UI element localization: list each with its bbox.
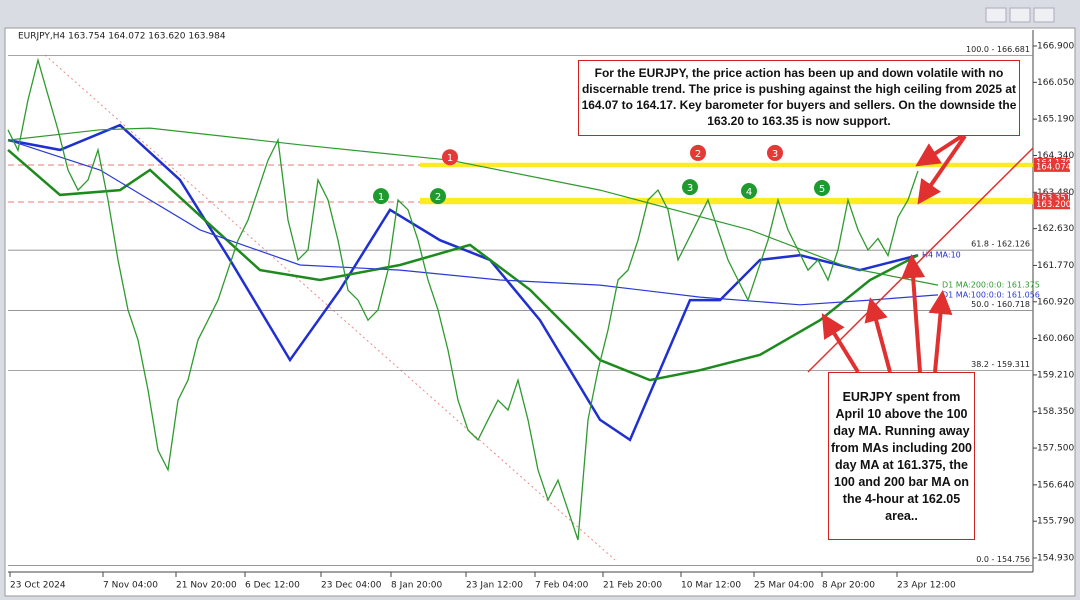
marker-label: 1: [447, 153, 453, 164]
y-tick-label: 160.060: [1037, 334, 1074, 344]
event-marker: [690, 144, 706, 161]
event-marker: [814, 180, 830, 197]
ma-label: H4 MA:10: [922, 251, 961, 260]
trend-line: [44, 54, 616, 561]
event-marker: [373, 188, 389, 205]
x-tick-label: 6 Dec 12:00: [245, 581, 300, 591]
ma-label: D1 MA:100:0:0: 161.056: [942, 290, 1040, 299]
support-zone: [420, 162, 1033, 168]
price-line: [7, 57, 919, 541]
event-marker: [442, 149, 458, 166]
x-tick-label: 23 Jan 12:00: [466, 581, 523, 591]
marker-label: 5: [819, 184, 825, 195]
x-tick-label: 23 Oct 2024: [10, 581, 66, 591]
marker-label: 4: [746, 187, 752, 198]
annotation: For the EURJPY, the price action has bee…: [578, 60, 1020, 136]
y-tick-label: 160.920: [1037, 297, 1074, 307]
x-tick-label: 21 Feb 20:00: [603, 581, 662, 591]
fib-label: 50.0 - 160.718: [971, 300, 1030, 309]
y-tick-label: 159.210: [1037, 370, 1074, 380]
y-tick-label: 165.190: [1037, 115, 1074, 125]
annotation: EURJPY spent from April 10 above the 100…: [828, 372, 975, 540]
y-tick-label: 163.480: [1037, 188, 1074, 198]
window-bar: [0, 0, 1080, 28]
event-marker: [682, 179, 698, 196]
y-tick-label: 161.770: [1037, 261, 1074, 271]
x-tick-label: 8 Apr 20:00: [822, 581, 875, 591]
moving-average: [7, 148, 919, 382]
ma-label: D1 MA:200:0:0: 161.375: [942, 281, 1040, 290]
fib-label: 0.0 - 154.756: [976, 555, 1030, 564]
window-buttons: [985, 7, 1055, 23]
moving-average: [7, 139, 939, 306]
price-label: 164.074: [1036, 162, 1071, 172]
y-tick-label: 164.340: [1037, 151, 1074, 161]
y-tick-label: 166.050: [1037, 78, 1074, 88]
fib-label: 100.0 - 166.681: [966, 45, 1030, 54]
price-label-box: [1034, 161, 1070, 172]
y-tick-label: 166.900: [1037, 42, 1074, 52]
marker-label: 1: [378, 192, 384, 203]
marker-label: 2: [695, 149, 701, 160]
support-zone: [420, 197, 1033, 205]
x-tick-label: 21 Nov 20:00: [176, 581, 237, 591]
x-tick-label: 23 Apr 12:00: [897, 581, 956, 591]
price-label-box: [1034, 192, 1070, 203]
price-label: 163.200: [1036, 200, 1071, 210]
event-marker: [430, 188, 446, 205]
event-marker: [767, 144, 783, 161]
y-tick-label: 157.500: [1037, 444, 1074, 454]
y-tick-label: 162.630: [1037, 224, 1074, 234]
arrows: [821, 134, 967, 374]
price-label-box: [1034, 199, 1070, 210]
y-tick-label: 156.640: [1037, 480, 1074, 490]
y-tick-label: 155.790: [1037, 517, 1074, 527]
x-tick-label: 7 Feb 04:00: [535, 581, 589, 591]
x-tick-label: 7 Nov 04:00: [103, 581, 158, 591]
marker-label: 3: [687, 183, 693, 194]
x-tick-label: 10 Mar 12:00: [681, 581, 741, 591]
marker-label: 3: [772, 149, 778, 160]
marker-label: 2: [435, 192, 441, 203]
x-tick-label: 25 Mar 04:00: [754, 581, 814, 591]
fib-label: 61.8 - 162.126: [971, 240, 1030, 249]
y-tick-label: 154.930: [1037, 554, 1074, 564]
chart-header: EURJPY,H4 163.754 164.072 163.620 163.98…: [18, 32, 226, 42]
x-tick-label: 23 Dec 04:00: [321, 581, 382, 591]
y-tick-label: 158.350: [1037, 407, 1074, 417]
x-tick-label: 8 Jan 20:00: [391, 581, 443, 591]
event-marker: [741, 183, 757, 200]
price-label: 163.351: [1036, 193, 1071, 203]
fib-label: 38.2 - 159.311: [971, 360, 1030, 369]
